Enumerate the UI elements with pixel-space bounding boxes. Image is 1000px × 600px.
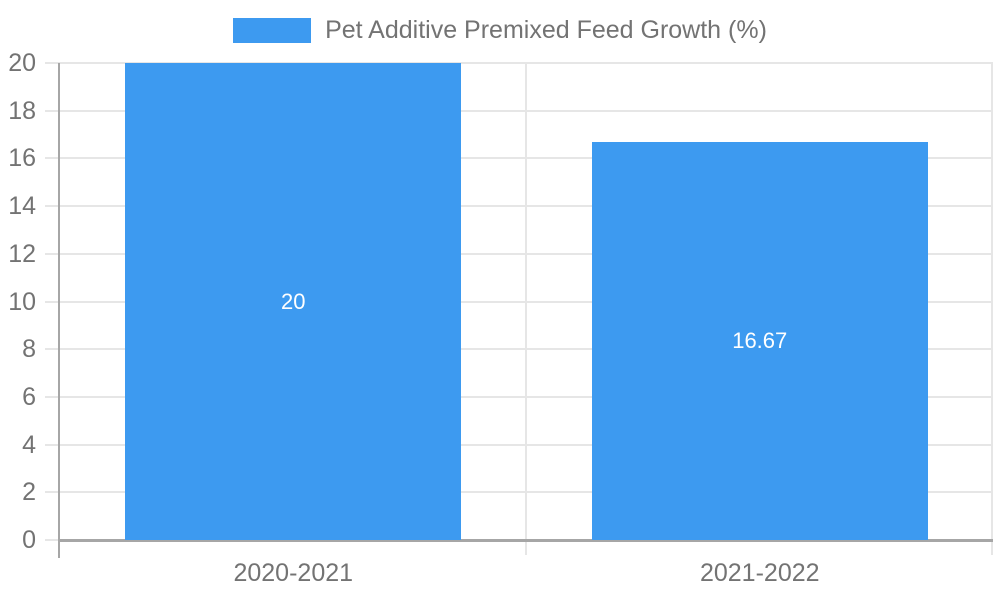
y-tick-label: 20 (8, 49, 36, 77)
y-tick-label: 2 (22, 478, 36, 507)
x-axis-line (60, 539, 993, 542)
y-tick-label: 4 (22, 430, 36, 459)
y-tick-label: 8 (22, 335, 36, 364)
y-gridline (60, 205, 993, 208)
y-tick (45, 205, 60, 208)
bar-2021-2022[interactable]: 16.67 (591, 142, 928, 540)
y-tick (45, 300, 60, 303)
y-tick (45, 395, 60, 398)
y-axis-line (58, 63, 60, 558)
y-tick (45, 157, 60, 160)
y-tick-label: 0 (22, 526, 36, 554)
category-separator (524, 63, 527, 555)
y-gridline (60, 62, 993, 64)
y-tick-label: 16 (8, 144, 36, 173)
y-gridline (60, 109, 993, 112)
y-tick-label: 6 (22, 382, 36, 411)
bar-value-label: 20 (280, 288, 306, 314)
y-tick (45, 443, 60, 446)
y-tick-label: 14 (8, 192, 36, 221)
bar-value-label: 16.67 (732, 328, 788, 354)
bar-2020-2021[interactable]: 20 (125, 63, 462, 540)
y-tick (45, 348, 60, 351)
y-gridline (60, 491, 993, 494)
legend-swatch-icon (233, 18, 312, 43)
y-tick-label: 12 (8, 239, 36, 268)
y-gridline (60, 157, 993, 160)
category-separator (991, 63, 993, 555)
plot-area: 0 2 4 6 8 10 12 14 16 18 20 20 2020-2021 16.67 2021-20… (8, 50, 993, 586)
x-category-label: 2021-2022 (699, 559, 820, 587)
y-gridline (60, 348, 993, 351)
y-gridline (60, 443, 993, 446)
y-gridline (60, 300, 993, 303)
y-tick (45, 62, 60, 64)
x-category-label: 2020-2021 (233, 559, 354, 587)
y-tick (45, 491, 60, 494)
y-gridline (60, 395, 993, 398)
legend-label: Pet Additive Premixed Feed Growth (%) (325, 16, 767, 44)
y-gridline (60, 252, 993, 255)
y-tick (45, 252, 60, 255)
y-tick-label: 18 (8, 96, 36, 125)
y-tick (45, 539, 60, 541)
y-tick (45, 109, 60, 112)
y-tick-label: 10 (8, 287, 36, 316)
chart-legend[interactable]: Pet Additive Premixed Feed Growth (%) (0, 18, 1000, 43)
